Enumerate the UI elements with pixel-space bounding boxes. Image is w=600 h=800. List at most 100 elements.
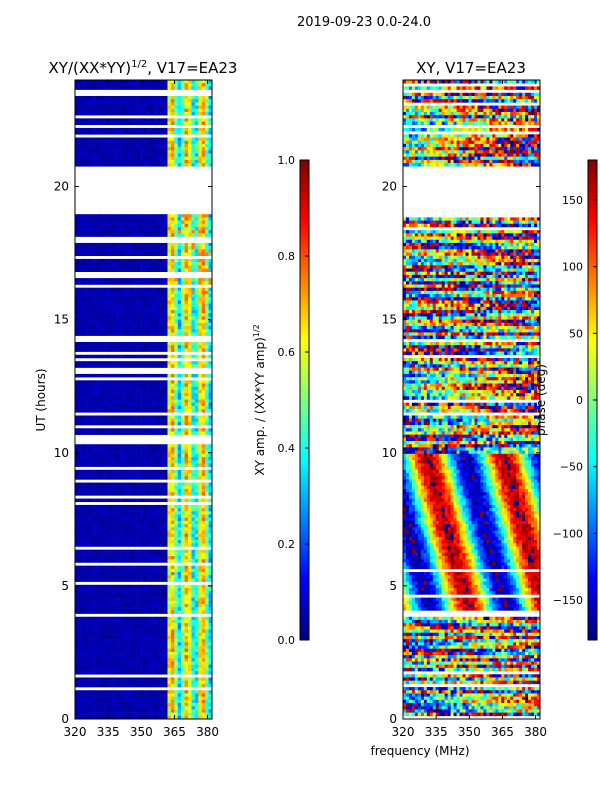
amplitude-cell — [85, 137, 89, 142]
amplitude-cell — [129, 603, 134, 608]
amplitude-cell — [170, 543, 175, 547]
amplitude-cell — [146, 543, 151, 547]
amplitude-cell — [85, 249, 89, 253]
amplitude-cell — [122, 131, 127, 135]
amplitude-cell — [194, 258, 199, 263]
amplitude-cell — [92, 556, 96, 560]
amplitude-cell — [85, 386, 89, 391]
amplitude-cell — [174, 361, 179, 365]
amplitude-cell — [184, 95, 189, 100]
amplitude-cell — [109, 290, 113, 295]
amplitude-cell — [160, 105, 165, 110]
amplitude-cell — [109, 373, 113, 378]
amplitude-cell — [133, 463, 137, 467]
amplitude-cell — [95, 444, 100, 448]
amplitude-cell — [126, 399, 131, 403]
amplitude-cell — [160, 431, 165, 435]
amplitude-cell — [188, 147, 192, 151]
amplitude-cell — [102, 552, 107, 557]
amplitude-cell — [109, 147, 113, 151]
amplitude-cell — [85, 498, 89, 503]
amplitude-cell — [143, 607, 148, 611]
amplitude-cell — [160, 80, 165, 84]
amplitude-cell — [153, 153, 158, 157]
amplitude-cell — [102, 303, 107, 308]
amplitude-cell — [198, 153, 203, 157]
amplitude-cell — [208, 348, 212, 352]
amplitude-cell — [153, 517, 158, 522]
amplitude-cell — [119, 105, 124, 110]
amplitude-cell — [146, 591, 151, 595]
amplitude-cell — [198, 341, 203, 346]
amplitude-cell — [126, 242, 131, 247]
amplitude-cell — [85, 485, 89, 490]
amplitude-cell — [98, 290, 103, 295]
amplitude-cell — [95, 511, 100, 515]
amplitude-cell — [102, 300, 107, 304]
amplitude-cell — [188, 616, 192, 621]
amplitude-cell — [153, 220, 158, 225]
amplitude-cell — [112, 540, 117, 544]
amplitude-cell — [98, 111, 103, 116]
amplitude-cell — [81, 504, 86, 509]
amplitude-cell — [164, 421, 168, 426]
amplitude-cell — [160, 131, 165, 135]
amplitude-cell — [92, 121, 96, 126]
amplitude-cell — [129, 156, 134, 161]
amplitude-cell — [153, 393, 158, 397]
amplitude-cell — [191, 457, 196, 461]
amplitude-cell — [136, 159, 141, 164]
amplitude-cell — [78, 287, 83, 292]
amplitude-cell — [88, 597, 93, 602]
amplitude-cell — [201, 568, 206, 573]
amplitude-cell — [116, 396, 120, 400]
amplitude-cell — [164, 619, 168, 624]
amplitude-cell — [136, 450, 141, 455]
amplitude-cell — [170, 252, 175, 257]
amplitude-cell — [150, 536, 155, 541]
amplitude-cell — [184, 568, 189, 573]
amplitude-cell — [194, 364, 199, 368]
amplitude-cell — [150, 572, 155, 576]
amplitude-cell — [146, 514, 151, 519]
amplitude-cell — [191, 354, 196, 359]
amplitude-cell — [116, 482, 120, 487]
amplitude-cell — [153, 597, 158, 602]
amplitude-cell — [191, 514, 196, 519]
amplitude-cell — [188, 393, 192, 397]
amplitude-cell — [136, 258, 141, 263]
amplitude-cell — [102, 345, 107, 349]
amplitude-cell — [116, 265, 120, 269]
amplitude-cell — [167, 520, 172, 525]
amplitude-cell — [109, 319, 113, 324]
amplitude-cell — [198, 584, 203, 589]
amplitude-cell — [105, 389, 110, 394]
amplitude-cell — [88, 348, 93, 352]
amplitude-cell — [174, 383, 179, 388]
amplitude-cell — [191, 472, 196, 477]
amplitude-cell — [95, 469, 100, 474]
amplitude-cell — [160, 556, 165, 560]
amplitude-cell — [92, 105, 96, 110]
amplitude-cell — [191, 287, 196, 292]
amplitude-cell — [170, 80, 175, 84]
amplitude-cell — [98, 300, 103, 304]
amplitude-cell — [150, 619, 155, 624]
amplitude-cell — [164, 399, 168, 403]
amplitude-cell — [105, 594, 110, 598]
amplitude-cell — [75, 220, 79, 225]
amplitude-cell — [160, 354, 165, 359]
amplitude-cell — [85, 540, 89, 544]
amplitude-cell — [208, 102, 212, 106]
amplitude-cell — [102, 568, 107, 573]
amplitude-cell — [129, 86, 134, 90]
amplitude-cell — [174, 428, 179, 432]
amplitude-cell — [102, 156, 107, 161]
amplitude-cell — [126, 511, 131, 515]
amplitude-cell — [157, 619, 161, 624]
amplitude-cell — [140, 511, 144, 515]
amplitude-cell — [102, 249, 107, 253]
amplitude-cell — [205, 492, 209, 496]
amplitude-cell — [157, 118, 161, 122]
amplitude-cell — [181, 258, 185, 263]
